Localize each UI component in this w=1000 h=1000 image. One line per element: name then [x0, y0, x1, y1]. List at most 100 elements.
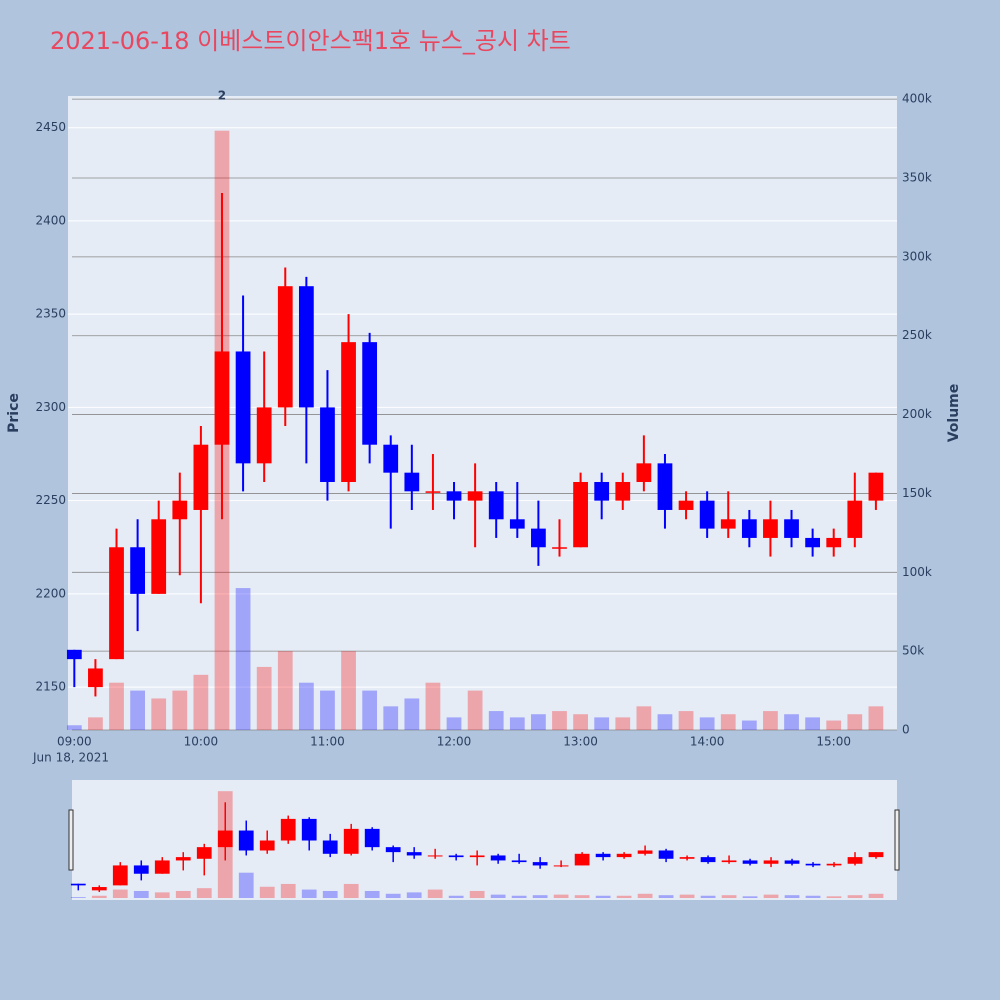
mini-volume-bar	[742, 896, 758, 898]
mini-volume-bar	[784, 895, 800, 898]
candle-body	[573, 481, 588, 548]
volume-bar	[805, 717, 821, 730]
candle-body	[678, 500, 694, 510]
x-tick-label: 13:00	[563, 735, 598, 749]
mini-candle-body	[343, 828, 359, 854]
mini-candle-body	[301, 818, 317, 841]
mini-volume-bar	[553, 894, 569, 898]
volume-bar	[594, 717, 610, 730]
candle-body	[109, 547, 124, 660]
candle-body	[425, 491, 441, 493]
y2-tick-label: 150k	[902, 486, 932, 500]
candle-body	[362, 342, 378, 445]
candle-body	[172, 500, 188, 520]
candle-body	[256, 407, 272, 464]
mini-candle-body	[364, 828, 380, 848]
candle-body	[657, 463, 673, 510]
volume-bar	[130, 690, 145, 730]
mini-volume-bar	[406, 892, 422, 898]
volume-bar	[341, 651, 356, 730]
volume-bar	[404, 698, 420, 730]
candle-body	[277, 286, 293, 408]
volume-bar	[88, 717, 103, 730]
range-slider[interactable]	[72, 780, 897, 900]
candle-body	[720, 519, 736, 529]
candle-body	[130, 547, 145, 594]
mini-volume-bar	[343, 883, 359, 898]
candle-body	[741, 519, 757, 538]
candle-body	[467, 491, 483, 501]
candle-body	[594, 481, 610, 501]
y-tick-label: 2450	[35, 120, 66, 134]
y2-tick-label: 100k	[902, 565, 932, 579]
x-tick-label: 10:00	[184, 735, 219, 749]
volume-bar	[383, 706, 399, 730]
mini-volume-bar	[595, 895, 611, 898]
mini-candle-body	[217, 830, 233, 848]
candle-body	[826, 537, 842, 548]
y-tick-label: 2200	[35, 586, 66, 600]
volume-bar	[467, 690, 483, 730]
mini-volume-bar	[532, 895, 548, 898]
candle-body	[699, 500, 715, 529]
mini-candle-body	[721, 860, 737, 863]
chart-title: 2021-06-18 이베스트이안스팩1호 뉴스_공시 차트	[50, 27, 571, 55]
mini-candle-body	[511, 860, 527, 863]
y-tick-label: 2250	[35, 493, 66, 507]
mini-volume-bar	[721, 895, 737, 898]
mini-volume-bar	[637, 893, 653, 898]
candle-body	[805, 537, 821, 548]
mini-volume-bar	[490, 894, 506, 898]
volume-bar	[509, 717, 525, 730]
volume-bar	[826, 720, 842, 730]
candle-body	[509, 519, 525, 529]
candle-body	[847, 500, 863, 538]
volume-bar	[784, 714, 799, 730]
y2-tick-label: 250k	[902, 328, 932, 342]
candle-body	[404, 472, 420, 492]
mini-volume-bar	[259, 886, 275, 898]
volume-bar	[151, 698, 167, 730]
volume-bar	[66, 725, 82, 730]
candle-body	[235, 351, 251, 464]
mini-candle-body	[700, 857, 716, 863]
volume-bar	[425, 682, 441, 730]
volume-bar	[488, 711, 504, 730]
x-tick-label: 12:00	[437, 735, 472, 749]
candle-body	[868, 472, 884, 501]
slider-handle[interactable]	[68, 809, 74, 871]
y-tick-label: 2300	[35, 400, 66, 414]
slider-handle[interactable]	[894, 809, 900, 871]
y-tick-label: 2400	[35, 213, 66, 227]
mini-candle-body	[385, 847, 401, 853]
mini-candle-body	[784, 860, 800, 864]
mini-candle-body	[532, 862, 548, 866]
mini-candle-body	[637, 850, 653, 854]
volume-bar	[320, 690, 335, 730]
x-date-label: Jun 18, 2021	[32, 751, 109, 765]
mini-candle-body	[280, 818, 296, 841]
candle-body	[298, 286, 314, 408]
mini-candle-body	[679, 857, 695, 859]
mini-candle-body	[847, 857, 863, 864]
y2-tick-label: 200k	[902, 407, 932, 421]
mini-candle-body	[238, 830, 254, 851]
mini-candle-body	[763, 860, 779, 864]
mini-volume-bar	[427, 889, 443, 898]
y-tick-label: 2350	[35, 307, 66, 321]
x-tick-label: 11:00	[310, 735, 345, 749]
mini-volume-bar	[826, 896, 842, 898]
candle-body	[763, 519, 778, 538]
mini-candle-body	[742, 860, 758, 864]
volume-bar	[298, 682, 314, 730]
mini-volume-bar	[574, 895, 590, 898]
mini-volume-bar	[112, 889, 128, 898]
mini-candle-body	[406, 852, 422, 856]
mini-volume-bar	[385, 893, 401, 898]
x-tick-label: 09:00	[57, 735, 92, 749]
y2-tick-label: 300k	[902, 249, 932, 263]
mini-volume-bar	[448, 895, 464, 898]
volume-bar	[235, 588, 251, 730]
mini-volume-bar	[700, 895, 716, 898]
mini-candle-body	[91, 887, 107, 891]
